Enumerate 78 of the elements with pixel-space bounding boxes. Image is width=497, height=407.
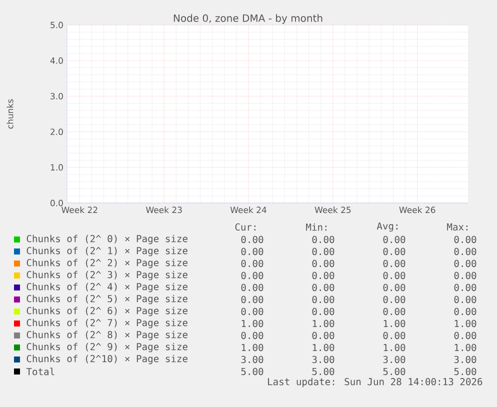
- text: 0.00: [454, 308, 476, 316]
- text: 0.00: [454, 296, 476, 304]
- text: 0.00: [241, 272, 264, 280]
- text: Avg:: [376, 222, 398, 232]
- text: 0.00: [241, 284, 264, 292]
- text: 0.00: [383, 248, 406, 256]
- text: 3.00: [454, 356, 476, 364]
- legend-label: Chunks of (2^ 6) × Page size: [26, 306, 188, 316]
- x-tick-label: Week 25: [314, 206, 351, 214]
- text: 5.00: [312, 368, 334, 376]
- legend-label: Chunks of (2^ 9) × Page size: [26, 342, 188, 352]
- legend-label: Chunks of (2^ 5) × Page size: [26, 294, 188, 304]
- text: 0.00: [383, 296, 406, 304]
- text: Last update: Sun Jun 28 14:00:13 2026: [268, 378, 482, 388]
- text: 0.00: [383, 284, 406, 292]
- legend-label: Chunks of (2^ 0) × Page size: [26, 234, 188, 244]
- text: 1.00: [384, 320, 406, 328]
- text: 0.00: [383, 308, 406, 316]
- text: 0.00: [312, 248, 334, 256]
- text: 1.00: [312, 320, 334, 328]
- legend-label: Chunks of (2^10) × Page size: [26, 354, 188, 364]
- text: 1.00: [312, 344, 334, 352]
- text: 3.00: [312, 356, 334, 364]
- text: 1.00: [384, 344, 406, 352]
- legend-label: Chunks of (2^ 7) × Page size: [26, 318, 188, 328]
- x-tick-label: Week 24: [230, 206, 266, 214]
- y-tick-label: 5.0: [50, 22, 63, 28]
- legend-label: Chunks of (2^ 3) × Page size: [26, 270, 188, 280]
- y-tick-label: 2.0: [50, 128, 63, 136]
- y-tick-label: 3.0: [50, 92, 63, 100]
- text: 0.00: [312, 308, 334, 316]
- text: 0.00: [454, 248, 476, 256]
- text: 0.00: [241, 332, 264, 340]
- text: 1.00: [454, 344, 476, 352]
- y-tick-label: 4.0: [50, 57, 63, 64]
- x-tick-label: Week 26: [399, 206, 436, 214]
- text: 0.00: [454, 284, 476, 292]
- text: Max:: [447, 223, 468, 231]
- legend-label: Chunks of (2^ 1) × Page size: [26, 246, 188, 256]
- text: 0.00: [241, 248, 264, 256]
- text: 0.00: [241, 296, 264, 304]
- text: 0.00: [454, 332, 476, 340]
- text: 1.00: [242, 344, 264, 352]
- text: 3.00: [383, 356, 406, 364]
- chart-title: Node 0, zone DMA - by month: [174, 14, 322, 24]
- text: 0.00: [312, 272, 334, 280]
- legend-label: Chunks of (2^ 4) × Page size: [26, 282, 188, 292]
- text: 5.00: [454, 368, 476, 376]
- text: 0.00: [312, 260, 334, 268]
- text: 5.00: [241, 368, 264, 376]
- text: 3.00: [241, 356, 264, 364]
- text: 0.00: [312, 296, 334, 304]
- text: Min:: [306, 223, 326, 231]
- x-tick-label: Week 22: [62, 206, 98, 214]
- legend-label: Chunks of (2^ 2) × Page size: [26, 258, 188, 268]
- x-tick-label: Week 23: [146, 206, 182, 214]
- text: 0.00: [241, 236, 264, 244]
- text: Cur:: [235, 223, 256, 231]
- text: 5.00: [383, 368, 406, 376]
- y-axis-title: chunks: [6, 99, 14, 129]
- text: 0.00: [454, 272, 476, 280]
- legend-label: Total: [26, 368, 54, 376]
- text: 0.00: [312, 284, 334, 292]
- text: 0.00: [241, 260, 264, 268]
- text: 0.00: [454, 236, 476, 244]
- y-tick-label: 0.0: [50, 200, 63, 206]
- text: 0.00: [383, 272, 406, 280]
- text: 0.00: [383, 260, 406, 268]
- text: 1.00: [454, 320, 476, 328]
- text: 0.00: [383, 236, 406, 244]
- y-tick-label: 1.0: [50, 164, 63, 171]
- legend-label: Chunks of (2^ 8) × Page size: [26, 330, 188, 340]
- text: 0.00: [241, 308, 264, 316]
- text: 0.00: [383, 332, 406, 340]
- text: 0.00: [312, 332, 334, 340]
- text: 0.00: [312, 236, 334, 244]
- text: 1.00: [242, 320, 264, 328]
- text: 0.00: [454, 260, 476, 268]
